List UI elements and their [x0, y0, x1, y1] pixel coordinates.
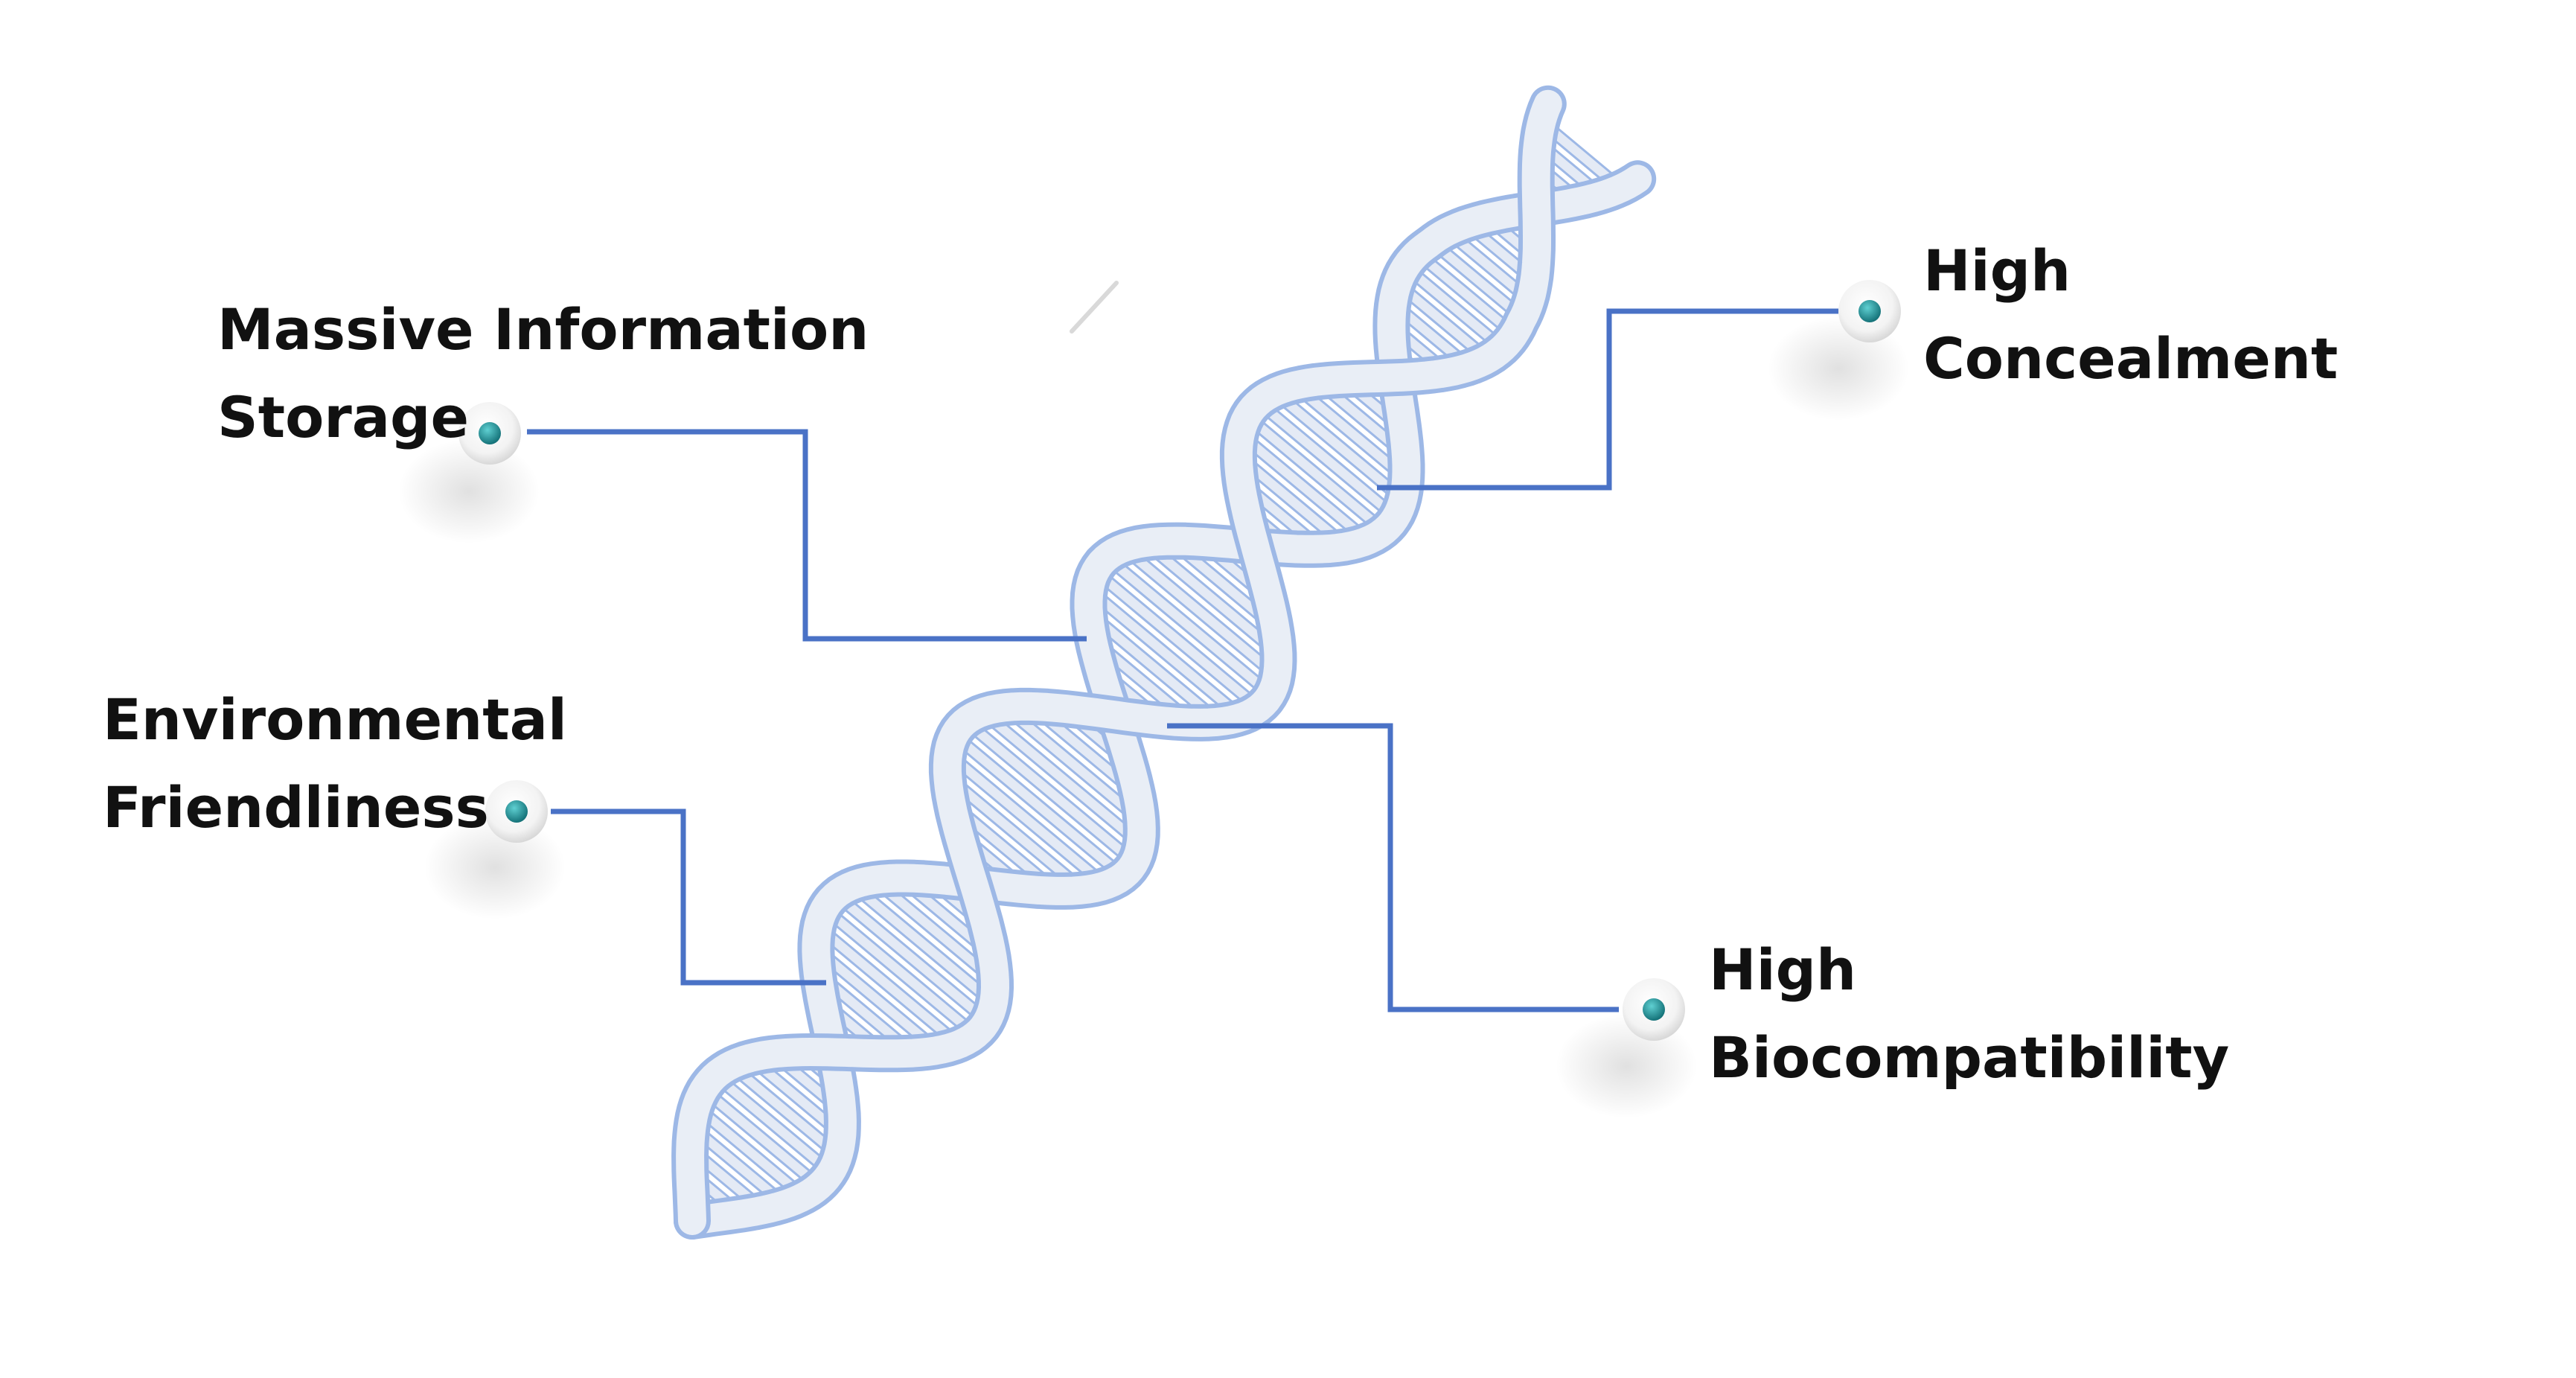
label-biocompatibility-line2: Biocompatibility — [1709, 1024, 2230, 1091]
dna-base-pair — [1270, 387, 1408, 504]
dna-base-pair — [1140, 538, 1283, 658]
label-environmental-friendliness: Environmental Friendliness — [103, 676, 567, 852]
label-biocompatibility-line1: High — [1709, 937, 1857, 1003]
dna-base-pair — [1401, 262, 1508, 353]
dna-base-pair — [691, 1102, 808, 1202]
connector-biocompatibility — [1167, 723, 1619, 1012]
dna-base-pair — [943, 772, 1088, 895]
dna-base-pair — [1413, 249, 1519, 339]
dna-strand-a — [678, 165, 1652, 1235]
dna-base-pair — [1119, 543, 1282, 681]
dna-base-pair — [1253, 398, 1401, 522]
dna-base-pair — [1084, 585, 1247, 722]
label-concealment-line2: Concealment — [1923, 325, 2339, 392]
dna-base-pair — [710, 1071, 836, 1177]
dna-strand-b — [676, 89, 1562, 1235]
node-marker-icon — [1768, 280, 1909, 421]
label-environmental-line1: Environmental — [103, 686, 567, 753]
dna-base-pair — [1290, 380, 1411, 483]
label-concealment-line1: High — [1923, 237, 2071, 304]
label-massive-line1: Massive Information — [217, 296, 869, 363]
dna-base-pair — [811, 944, 942, 1055]
dna-base-pair — [848, 881, 998, 1008]
connector-massive-storage — [527, 429, 1087, 642]
dna-base-pair — [1236, 430, 1372, 546]
dna-base-pair — [1427, 237, 1528, 323]
dna-base-pair — [1000, 703, 1146, 826]
dna-base-pair — [819, 904, 980, 1039]
connector-concealment — [1377, 308, 1838, 491]
dna-base-pair — [699, 1085, 824, 1191]
node-marker-icon — [424, 780, 566, 919]
dna-base-pair — [1090, 567, 1264, 712]
label-massive-information-storage: Massive Information Storage — [217, 286, 869, 462]
node-marker-icon — [398, 402, 540, 543]
dna-base-pair — [949, 730, 1128, 881]
label-high-biocompatibility: High Biocompatibility — [1709, 926, 2229, 1102]
dna-base-pair — [831, 890, 992, 1026]
label-massive-line2: Storage — [217, 384, 469, 450]
label-high-concealment: High Concealment — [1923, 227, 2338, 403]
dna-base-pair — [726, 1060, 843, 1160]
connector-environmental — [551, 808, 826, 986]
dna-base-pair — [1242, 412, 1389, 535]
node-marker-icon — [1556, 978, 1697, 1118]
decor-stroke — [1070, 281, 1119, 334]
dna-double-helix — [671, 85, 1657, 1240]
label-environmental-line2: Friendliness — [103, 774, 489, 840]
dna-base-pair — [1102, 552, 1276, 699]
dna-base-pair — [944, 749, 1110, 890]
dna-base-pair — [961, 716, 1140, 867]
dna-base-pair — [1084, 608, 1224, 727]
dna-base-pair — [814, 922, 964, 1049]
dna-base-pair — [978, 707, 1145, 849]
